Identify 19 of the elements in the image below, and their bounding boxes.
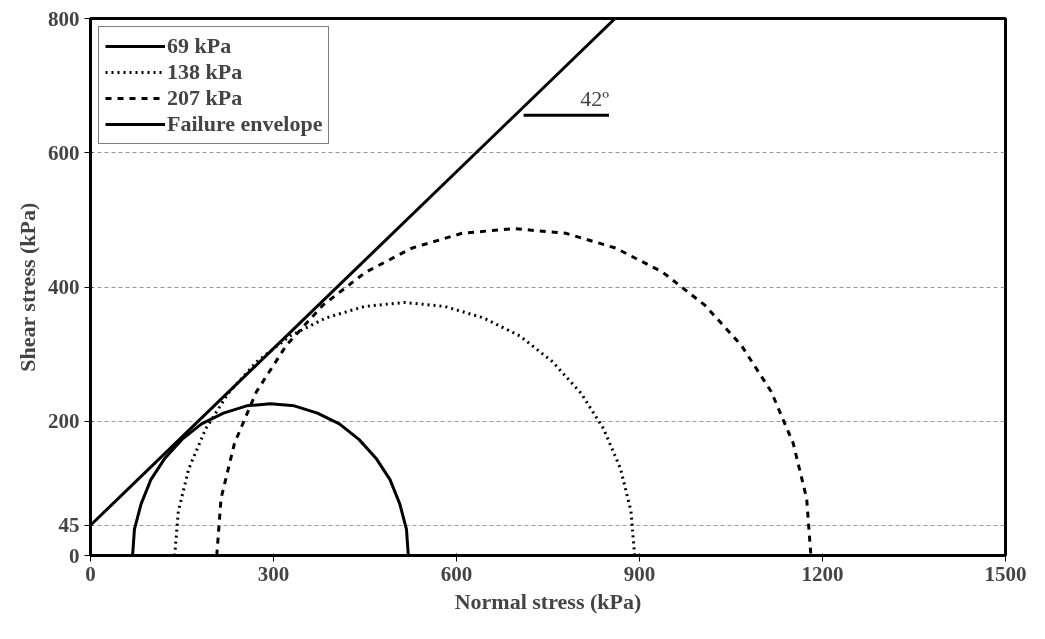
y-tick-label: 0	[69, 543, 80, 568]
y-tick-label: 800	[48, 6, 80, 31]
x-tick-label: 1500	[984, 561, 1027, 586]
annotation: 42º	[580, 86, 610, 112]
x-tick-label: 900	[623, 561, 656, 586]
legend-label: 69 kPa	[167, 33, 232, 59]
y-tick-label: 400	[48, 275, 80, 299]
y-axis-title: Shear stress (kPa)	[15, 202, 40, 372]
x-tick-label: 0	[85, 561, 96, 586]
x-tick-label: 300	[257, 561, 290, 586]
y-tick-label: 45	[58, 513, 80, 538]
x-axis-title: Normal stress (kPa)	[454, 588, 642, 614]
legend-label: 138 kPa	[167, 59, 243, 85]
y-tick-label: 200	[48, 409, 80, 434]
y-tick-label: 600	[48, 140, 80, 165]
x-tick-label: 1200	[801, 561, 844, 586]
x-tick-label: 600	[440, 561, 473, 586]
legend-label: Failure envelope	[167, 111, 323, 137]
legend-label: 207 kPa	[167, 85, 243, 111]
